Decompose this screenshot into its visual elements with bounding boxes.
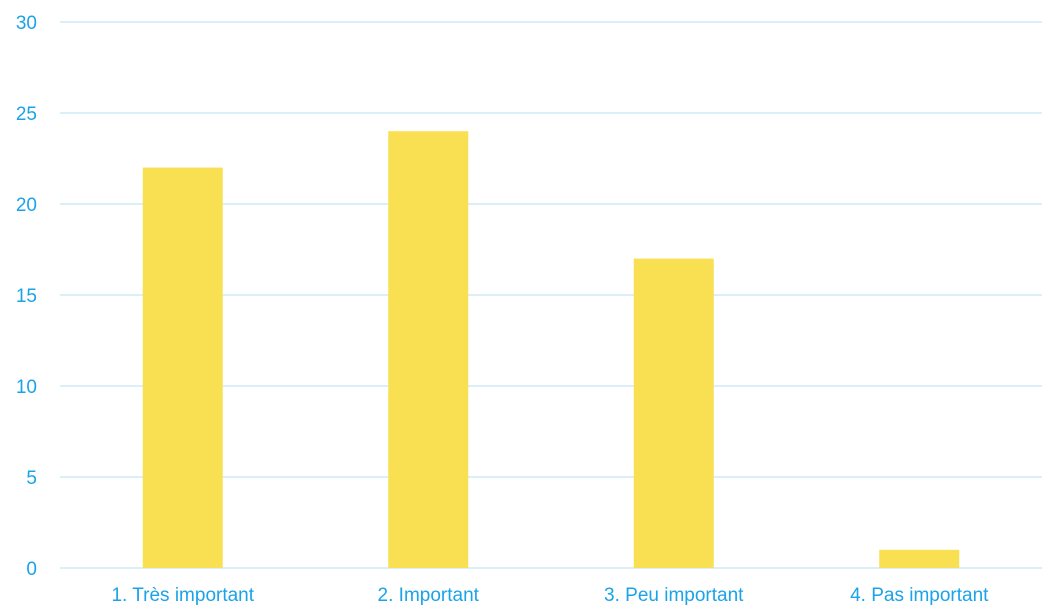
x-category-label: 2. Important [378, 585, 480, 606]
x-axis-category-labels: 1. Très important 2. Important 3. Peu impo… [111, 585, 989, 606]
y-tick-label: 5 [26, 468, 37, 489]
grid-lines [60, 21, 1042, 569]
x-category-label: 4. Pas important [850, 585, 989, 606]
y-axis-tick-labels: 0 5 10 15 20 25 30 [16, 13, 37, 580]
y-tick-label: 0 [26, 559, 37, 580]
y-tick-label: 15 [16, 286, 37, 307]
y-tick-label: 10 [16, 377, 37, 398]
y-tick-label: 25 [16, 104, 37, 125]
bar-1 [142, 167, 223, 568]
bar-4 [879, 549, 960, 568]
x-category-label: 3. Peu important [604, 585, 744, 606]
bars [142, 131, 960, 568]
x-category-label: 1. Très important [111, 585, 254, 606]
bar-2 [388, 131, 469, 568]
bar-3 [633, 258, 714, 568]
y-tick-label: 20 [16, 195, 37, 216]
y-tick-label: 30 [16, 13, 37, 34]
